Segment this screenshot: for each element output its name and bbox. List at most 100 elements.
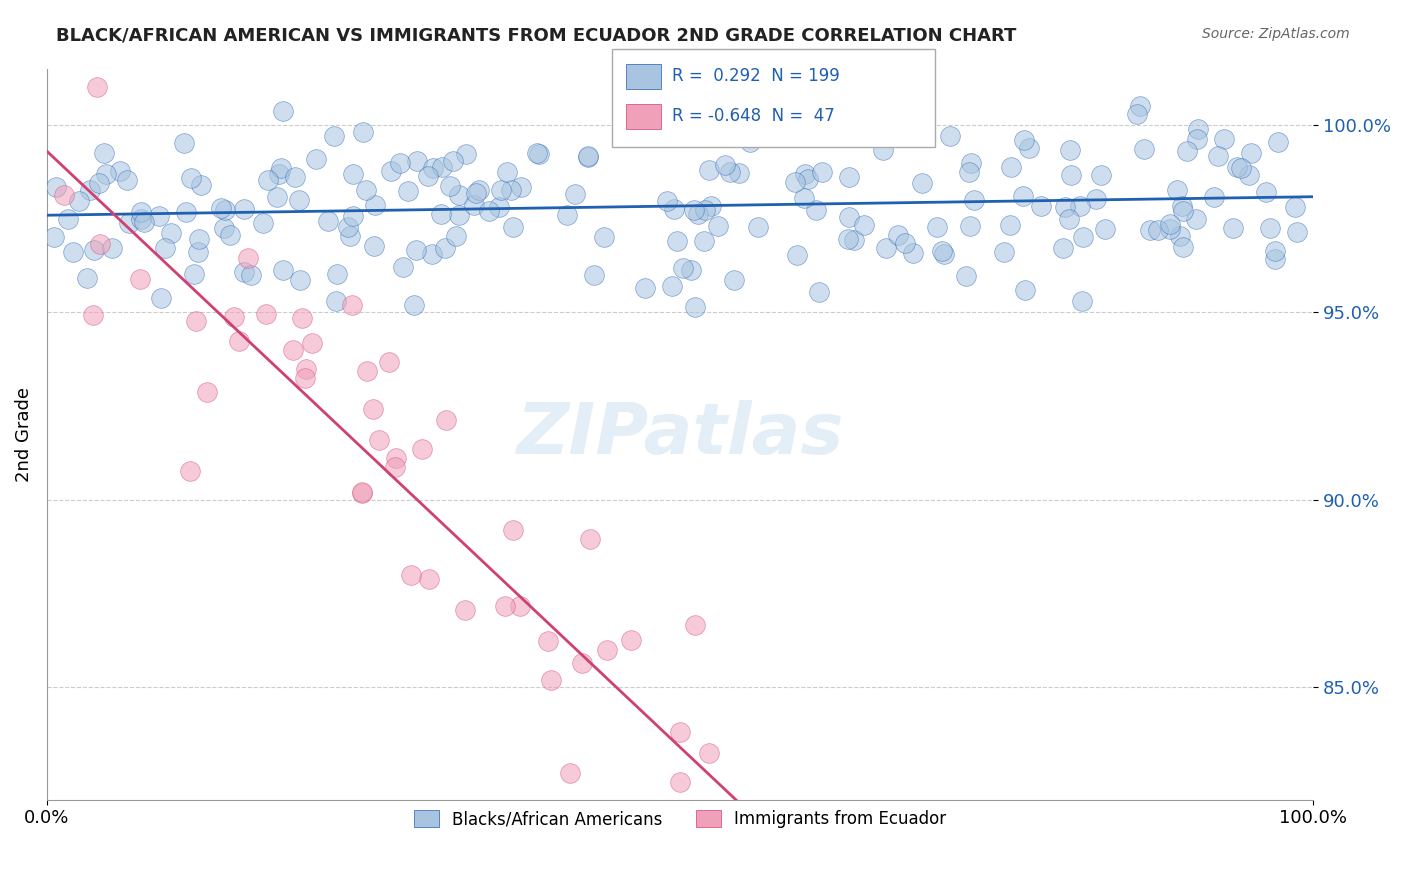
Point (214, 202, 236, 217)
Point (184, 314, 207, 328)
Point (875, 241, 897, 255)
Point (325, 294, 347, 309)
Point (422, 161, 444, 175)
Point (685, 300, 707, 314)
Point (1258, 221, 1281, 235)
Point (129, 205, 152, 219)
Point (1012, 188, 1035, 202)
Point (700, 199, 723, 213)
Point (429, 207, 451, 221)
Point (416, 169, 439, 183)
Point (82, 309, 104, 323)
Point (665, 235, 688, 249)
Point (1264, 244, 1286, 258)
Point (1237, 168, 1260, 182)
Point (939, 128, 962, 143)
Point (1094, 222, 1116, 236)
Point (499, 183, 522, 197)
Point (852, 219, 875, 233)
Point (1059, 168, 1081, 182)
Point (256, 173, 278, 187)
Point (117, 173, 139, 187)
Point (45, 180, 67, 194)
Point (150, 291, 173, 305)
Point (1000, 161, 1022, 175)
Point (240, 268, 263, 283)
Point (887, 227, 910, 242)
Point (960, 156, 983, 170)
Point (1170, 199, 1192, 213)
Point (87, 177, 110, 191)
Point (266, 190, 288, 204)
Point (837, 232, 859, 246)
Point (110, 163, 132, 178)
Point (932, 246, 955, 260)
Point (1012, 133, 1035, 147)
Point (67, 194, 90, 209)
Point (284, 170, 307, 185)
Point (291, 311, 314, 326)
Point (669, 775, 692, 789)
Point (183, 268, 205, 282)
Point (89, 236, 111, 251)
Point (441, 153, 464, 168)
Point (195, 385, 218, 400)
Point (1171, 203, 1194, 218)
Point (1000, 218, 1022, 232)
Point (187, 232, 209, 246)
Point (134, 215, 156, 229)
Point (1014, 284, 1036, 298)
Point (728, 166, 751, 180)
Point (661, 278, 683, 293)
Point (190, 178, 212, 193)
Point (555, 208, 578, 222)
Point (1187, 122, 1209, 136)
Point (872, 143, 894, 157)
Point (411, 442, 433, 456)
Point (153, 241, 176, 255)
Point (209, 201, 232, 215)
Point (93, 146, 115, 161)
Point (433, 241, 456, 255)
Point (1126, 107, 1149, 121)
Point (1052, 241, 1074, 255)
Point (502, 219, 524, 234)
Point (911, 176, 934, 190)
Point (79, 183, 101, 197)
Point (963, 194, 986, 208)
Point (527, 147, 550, 161)
Point (405, 243, 427, 257)
Point (391, 260, 413, 275)
Point (377, 355, 399, 369)
Point (1240, 146, 1263, 161)
Point (402, 298, 425, 312)
Point (478, 203, 501, 218)
Point (959, 219, 981, 233)
Point (434, 412, 457, 426)
Point (576, 150, 599, 164)
Point (894, 235, 917, 250)
Point (301, 336, 323, 351)
Point (810, 165, 832, 179)
Point (1166, 184, 1188, 198)
Point (723, 273, 745, 287)
Point (1129, 99, 1152, 113)
Point (233, 202, 256, 216)
Point (688, 207, 710, 221)
Point (1175, 145, 1198, 159)
Text: Source: ZipAtlas.com: Source: ZipAtlas.com (1202, 27, 1350, 41)
Point (380, 164, 402, 178)
Point (1168, 228, 1191, 243)
Point (794, 167, 817, 181)
Text: ZIPatlas: ZIPatlas (516, 400, 844, 468)
Point (396, 184, 419, 198)
Point (305, 152, 328, 166)
Point (447, 188, 470, 202)
Point (1204, 190, 1226, 204)
Text: BLACK/AFRICAN AMERICAN VS IMMIGRANTS FROM ECUADOR 2ND GRADE CORRELATION CHART: BLACK/AFRICAN AMERICAN VS IMMIGRANTS FRO… (56, 27, 1017, 45)
Point (1226, 161, 1249, 175)
Point (1085, 192, 1108, 206)
Point (1059, 143, 1081, 157)
Point (336, 219, 359, 234)
Point (693, 234, 716, 248)
